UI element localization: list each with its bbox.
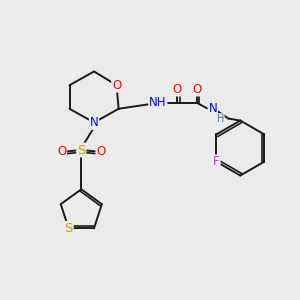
Text: O: O xyxy=(173,82,182,96)
Text: N: N xyxy=(208,102,217,115)
Text: O: O xyxy=(193,82,202,96)
Text: NH: NH xyxy=(149,96,166,110)
Text: O: O xyxy=(112,79,121,92)
Text: S: S xyxy=(77,143,86,157)
Text: O: O xyxy=(96,146,106,158)
Text: S: S xyxy=(64,222,73,235)
Text: H: H xyxy=(217,114,224,124)
Text: N: N xyxy=(90,116,98,129)
Text: F: F xyxy=(213,155,220,168)
Text: O: O xyxy=(57,146,66,158)
